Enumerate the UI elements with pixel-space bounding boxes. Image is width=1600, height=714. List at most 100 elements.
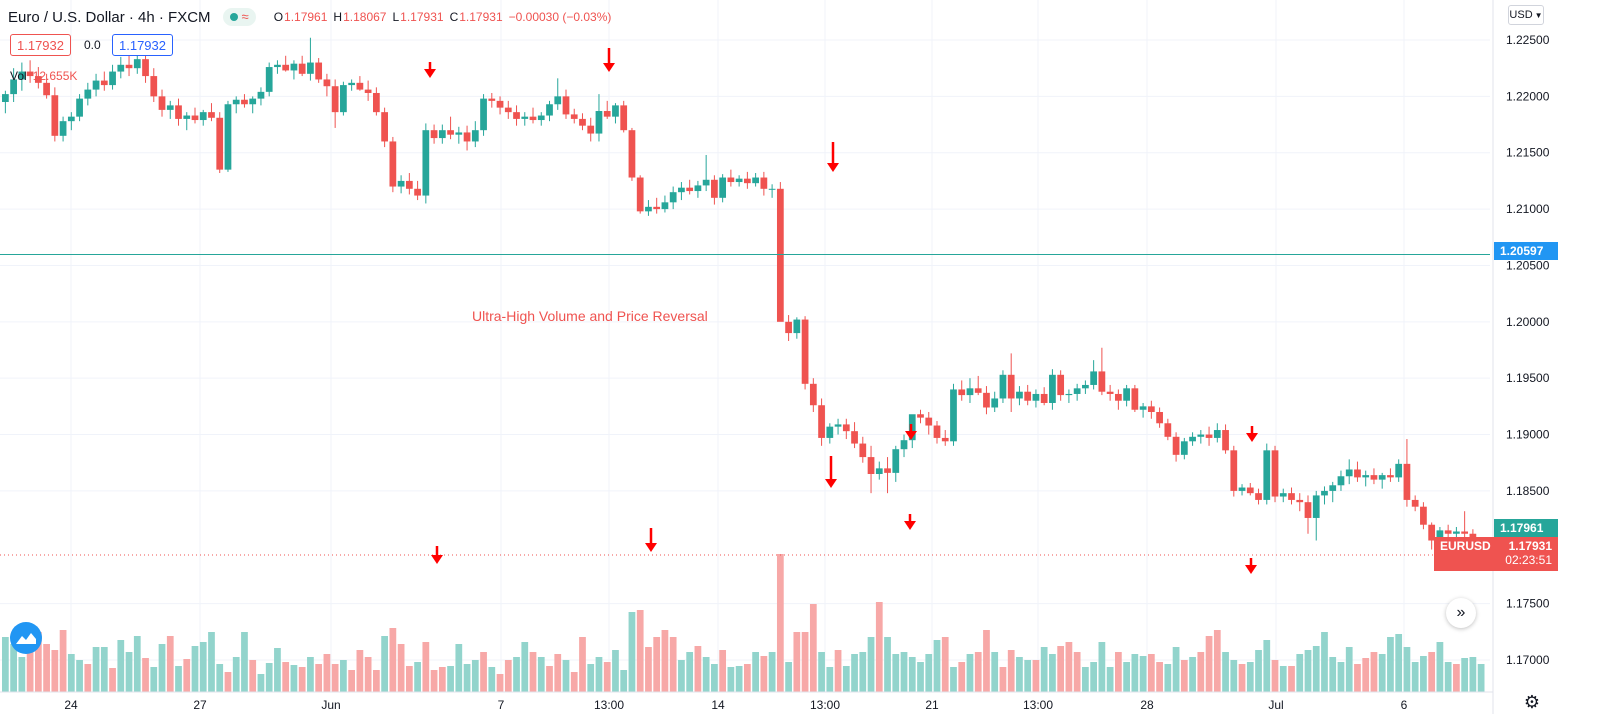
volume-bar (554, 654, 562, 692)
buy-button[interactable]: 1.17932 (112, 34, 173, 56)
candle-body (1461, 531, 1469, 534)
volume-bar (1213, 630, 1221, 692)
candle-body (51, 95, 59, 136)
volume-bar (1238, 664, 1246, 692)
volume-bar (925, 654, 933, 692)
candle-body (1255, 493, 1262, 500)
time-axis: 24 27 Jun 7 13:00 14 13:00 21 13:00 28 Jul 6 (0, 691, 1493, 712)
line-price-tag: 1.20597 (1494, 242, 1558, 260)
candle-body (265, 67, 273, 92)
volume-legend[interactable]: Vol 12.655K (10, 69, 77, 83)
volume-bar (1255, 650, 1262, 692)
ohlc-open: 1.17961 (284, 10, 328, 24)
last-price-tag: 1.17961 (1494, 519, 1558, 537)
candle-body (381, 112, 388, 142)
candle-body (397, 180, 405, 187)
candle-body (290, 63, 298, 71)
candle-body (744, 178, 751, 184)
candle-body (1411, 499, 1419, 507)
arrow-head-icon (1245, 565, 1257, 574)
volume-bar (1073, 652, 1081, 692)
candle-body (1032, 393, 1040, 401)
volume-bar (249, 660, 257, 692)
current-price: 1.17931 (1508, 539, 1552, 553)
volume-bar (752, 652, 759, 692)
candle-body (100, 80, 108, 86)
candle-body (438, 130, 446, 139)
volume-bar (908, 657, 916, 692)
time-tick-label: Jun (321, 698, 340, 712)
symbol-title[interactable]: Euro / U.S. Dollar · 4h · FXCM (8, 8, 211, 26)
arrow-head-icon (645, 543, 657, 552)
candle-body (216, 117, 224, 170)
volume-bar (1436, 642, 1444, 692)
candle-body (274, 64, 281, 68)
candle-body (142, 59, 149, 77)
volume-bar (1304, 650, 1312, 692)
candle-body (1024, 391, 1032, 401)
volume-bar (579, 637, 586, 692)
volume-bar (166, 636, 174, 692)
volume-bar (504, 660, 512, 692)
candle-body (1444, 530, 1452, 534)
price-tick-label: 1.21500 (1506, 146, 1550, 160)
volume-bar (323, 654, 331, 692)
candle-body (356, 82, 364, 90)
volume-bar (257, 674, 265, 692)
gear-icon[interactable]: ⚙ (1523, 691, 1541, 712)
candle-body (183, 115, 191, 119)
candle-body (884, 468, 891, 473)
candle-body (1180, 441, 1188, 455)
candle-body (1098, 371, 1106, 392)
candle-body (1147, 406, 1155, 412)
volume-bar (282, 662, 290, 692)
volume-bar (760, 656, 768, 692)
volume-bar (34, 632, 42, 692)
candle-body (570, 114, 578, 119)
candle-body (109, 71, 116, 86)
price-tick-label: 1.20500 (1506, 258, 1550, 272)
volume-bar (513, 657, 520, 692)
price-tick-label: 1.17000 (1506, 653, 1550, 667)
candle-body (282, 64, 290, 71)
volume-bar (859, 652, 867, 692)
volume-bar (719, 650, 727, 692)
tradingview-logo-icon[interactable] (10, 622, 42, 654)
candle-body (480, 98, 487, 131)
volume-bar (488, 667, 496, 692)
candle-body (785, 321, 792, 334)
volume-bar (694, 646, 702, 692)
volume-bar (1420, 656, 1427, 692)
volume-bar (92, 647, 100, 692)
candle-body (422, 130, 430, 196)
price-tick-label: 1.21000 (1506, 202, 1550, 216)
scroll-to-realtime-button[interactable]: » (1446, 598, 1476, 628)
volume-bar (298, 667, 306, 692)
candle-body (340, 85, 347, 113)
ohlc-o-label: O (273, 10, 284, 24)
candle-body (1222, 430, 1229, 451)
wave-icon: ≈ (241, 9, 249, 24)
volume-bar (1321, 632, 1328, 692)
volume-bar (480, 652, 487, 692)
candle-body (1288, 493, 1295, 500)
volume-bar (1370, 652, 1378, 692)
ohlc-high: 1.18067 (343, 10, 387, 24)
volume-bar (884, 637, 891, 692)
volume-bar (191, 646, 199, 692)
market-status-badge[interactable]: ≈ (222, 8, 256, 26)
volume-bar (241, 632, 248, 692)
volume-bar (917, 662, 924, 692)
volume-bar (1156, 662, 1163, 692)
price-tick-label: 1.17500 (1506, 597, 1550, 611)
candle-body (175, 105, 182, 119)
volume-bar (933, 640, 941, 692)
sell-button[interactable]: 1.17932 (10, 34, 71, 56)
candle-body (315, 62, 323, 80)
currency-select[interactable]: USD ▼ (1508, 5, 1544, 25)
volume-bar (133, 636, 141, 692)
volume-bar (76, 660, 83, 692)
volume-bar (364, 657, 372, 692)
candle-body (579, 118, 586, 126)
